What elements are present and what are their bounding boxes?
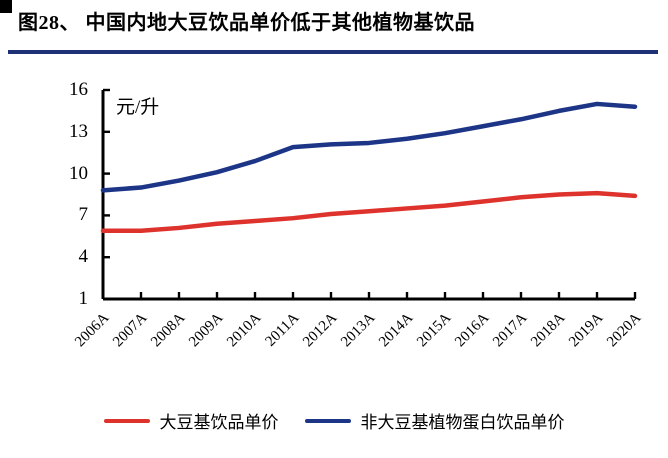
corner-mark [0,0,12,13]
y-tick-label: 4 [78,246,89,268]
legend-swatch-red-line [103,418,150,423]
series-line-0 [100,190,638,233]
y-tick-label: 1 [78,288,89,309]
legend-item-soy: 大豆基饮品单价 [103,408,279,433]
series-line-1 [100,101,638,193]
y-tick-label: 10 [69,162,88,184]
legend-item-nonsoy: 非大豆基植物蛋白饮品单价 [304,408,565,433]
axes [101,88,637,301]
legend: 大豆基饮品单价 非大豆基植物蛋白饮品单价 [0,408,668,433]
legend-swatch-blue-line [304,418,351,423]
y-tick-label: 16 [69,79,88,100]
y-tick-label: 13 [69,120,88,142]
y-tick-label: 7 [78,204,89,226]
series-lines [100,101,638,233]
chart-title: 图28、 中国内地大豆饮品单价低于其他植物基饮品 [18,12,475,34]
title-divider [8,50,658,54]
y-axis-unit-label: 元/升 [116,97,160,118]
legend-label-soy: 大豆基饮品单价 [159,413,279,432]
legend-label-nonsoy: 非大豆基植物蛋白饮品单价 [360,413,565,432]
